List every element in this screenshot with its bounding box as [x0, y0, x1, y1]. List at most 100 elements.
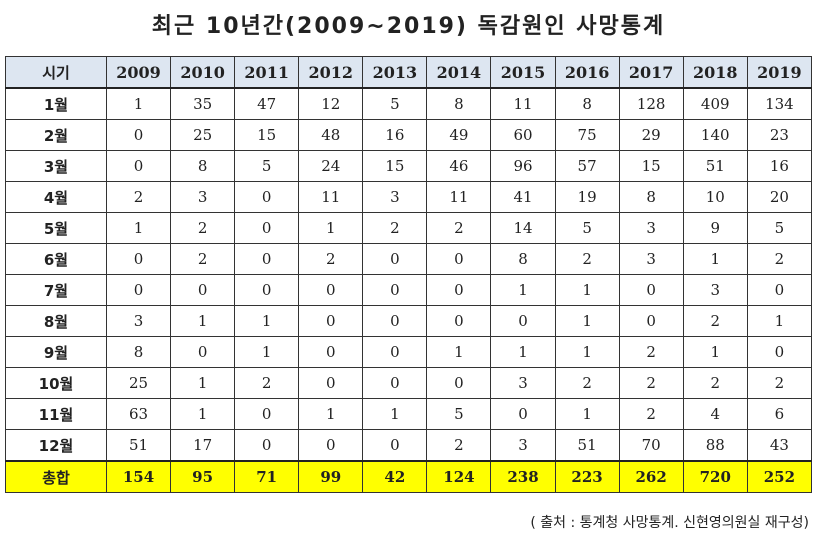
month-label: 11월 [5, 398, 107, 430]
table-cell: 8 [490, 243, 556, 275]
table-row: 7월 0 0 0 0 0 0 1 1 0 3 0 [5, 274, 813, 306]
total-cell: 95 [170, 460, 236, 493]
table-cell: 0 [298, 274, 364, 306]
table-cell: 14 [490, 212, 556, 244]
table-cell: 25 [105, 367, 172, 399]
table-cell: 3 [362, 181, 428, 213]
table-cell: 3 [490, 429, 556, 462]
month-label: 3월 [5, 150, 107, 182]
year-header: 2015 [490, 56, 556, 89]
table-row: 4월 2 3 0 11 3 11 41 19 8 10 20 [5, 181, 813, 213]
table-cell: 0 [170, 336, 236, 368]
year-header: 2017 [618, 56, 684, 89]
table-cell: 2 [746, 367, 813, 399]
table-cell: 0 [234, 243, 300, 275]
table-cell: 2 [618, 398, 684, 430]
table-cell: 0 [490, 398, 556, 430]
table-cell: 0 [234, 212, 300, 244]
table-cell: 2 [618, 336, 684, 368]
table-cell: 1 [426, 336, 492, 368]
table-cell: 70 [618, 429, 684, 462]
table-cell: 8 [105, 336, 172, 368]
table-row: 10월 25 1 2 0 0 0 3 2 2 2 2 [5, 367, 813, 399]
table-cell: 51 [682, 150, 748, 182]
table-cell: 0 [426, 367, 492, 399]
table-cell: 140 [682, 119, 748, 151]
total-cell: 262 [618, 460, 684, 493]
year-header: 2012 [298, 56, 364, 89]
month-label: 9월 [5, 336, 107, 368]
table-cell: 6 [746, 398, 813, 430]
table-cell: 0 [298, 336, 364, 368]
table-row: 5월 1 2 0 1 2 2 14 5 3 9 5 [5, 212, 813, 244]
table-cell: 20 [746, 181, 813, 213]
table-cell: 3 [618, 212, 684, 244]
table-cell: 0 [170, 274, 236, 306]
table-cell: 2 [170, 212, 236, 244]
table-cell: 57 [554, 150, 620, 182]
table-cell: 15 [362, 150, 428, 182]
table-row: 12월 51 17 0 0 0 2 3 51 70 88 43 [5, 429, 813, 462]
table-cell: 1 [554, 274, 620, 306]
flu-death-table: 시기 2009 2010 2011 2012 2013 2014 2015 20… [5, 56, 813, 493]
table-cell: 12 [298, 87, 364, 120]
table-cell: 1 [170, 398, 236, 430]
table-cell: 0 [618, 305, 684, 337]
table-cell: 16 [746, 150, 813, 182]
table-cell: 3 [618, 243, 684, 275]
total-cell: 238 [490, 460, 556, 493]
table-cell: 1 [682, 243, 748, 275]
table-cell: 0 [362, 429, 428, 462]
table-cell: 0 [298, 305, 364, 337]
table-cell: 128 [618, 87, 684, 120]
table-cell: 1 [105, 87, 172, 120]
table-cell: 2 [170, 243, 236, 275]
total-cell: 252 [746, 460, 813, 493]
table-cell: 9 [682, 212, 748, 244]
table-row: 6월 0 2 0 2 0 0 8 2 3 1 2 [5, 243, 813, 275]
table-cell: 2 [618, 367, 684, 399]
month-label: 2월 [5, 119, 107, 151]
table-cell: 5 [234, 150, 300, 182]
table-cell: 16 [362, 119, 428, 151]
year-header: 2018 [682, 56, 748, 89]
table-cell: 8 [170, 150, 236, 182]
table-cell: 0 [426, 243, 492, 275]
table-cell: 1 [234, 336, 300, 368]
table-cell: 2 [426, 429, 492, 462]
table-cell: 63 [105, 398, 172, 430]
month-label: 8월 [5, 305, 107, 337]
year-header: 2016 [554, 56, 620, 89]
table-cell: 35 [170, 87, 236, 120]
table-cell: 46 [426, 150, 492, 182]
table-cell: 88 [682, 429, 748, 462]
month-label: 7월 [5, 274, 107, 306]
table-cell: 1 [170, 305, 236, 337]
table-cell: 1 [746, 305, 813, 337]
total-cell: 720 [682, 460, 748, 493]
table-cell: 0 [618, 274, 684, 306]
table-cell: 3 [170, 181, 236, 213]
table-cell: 2 [746, 243, 813, 275]
table-cell: 409 [682, 87, 748, 120]
page-title: 최근 10년간(2009~2019) 독감원인 사망통계 [151, 14, 666, 39]
table-cell: 11 [426, 181, 492, 213]
table-cell: 60 [490, 119, 556, 151]
table-cell: 5 [554, 212, 620, 244]
table-cell: 29 [618, 119, 684, 151]
table-cell: 2 [554, 367, 620, 399]
table-cell: 0 [362, 243, 428, 275]
table-cell: 0 [362, 305, 428, 337]
table-cell: 0 [362, 336, 428, 368]
table-cell: 1 [554, 305, 620, 337]
table-cell: 134 [746, 87, 813, 120]
month-label: 12월 [5, 429, 107, 462]
table-cell: 2 [105, 181, 172, 213]
table-cell: 5 [426, 398, 492, 430]
table-cell: 2 [682, 305, 748, 337]
table-cell: 0 [234, 429, 300, 462]
table-cell: 8 [618, 181, 684, 213]
table-cell: 3 [682, 274, 748, 306]
table-cell: 3 [105, 305, 172, 337]
table-cell: 15 [234, 119, 300, 151]
